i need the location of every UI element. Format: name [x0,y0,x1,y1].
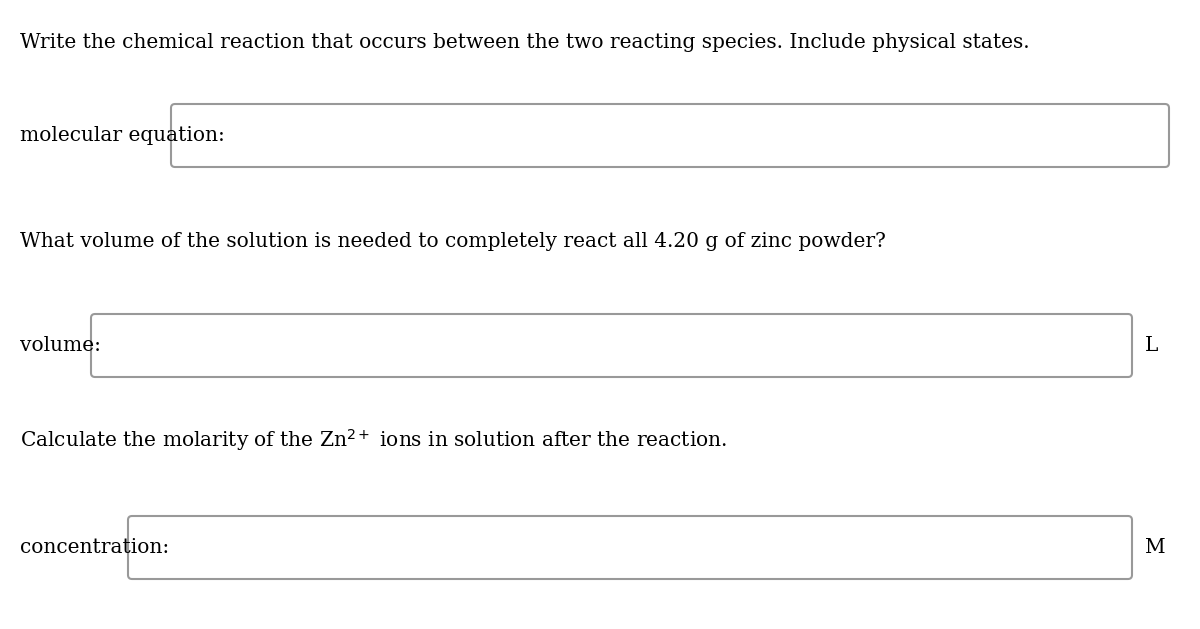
FancyBboxPatch shape [91,314,1132,377]
Text: concentration:: concentration: [20,538,169,557]
Text: L: L [1145,336,1158,355]
Text: M: M [1145,538,1165,557]
Text: What volume of the solution is needed to completely react all 4.20 g of zinc pow: What volume of the solution is needed to… [20,232,886,251]
FancyBboxPatch shape [172,104,1169,167]
Text: Calculate the molarity of the Zn$^{2+}$ ions in solution after the reaction.: Calculate the molarity of the Zn$^{2+}$ … [20,427,727,453]
Text: Write the chemical reaction that occurs between the two reacting species. Includ: Write the chemical reaction that occurs … [20,33,1030,52]
FancyBboxPatch shape [128,516,1132,579]
Text: molecular equation:: molecular equation: [20,126,224,145]
Text: volume:: volume: [20,336,101,355]
